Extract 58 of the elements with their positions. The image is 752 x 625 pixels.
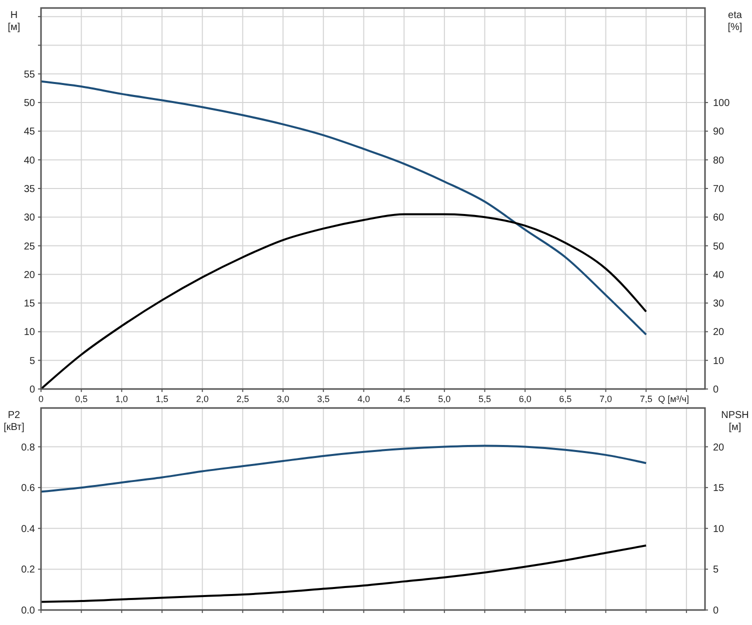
y2-tick-label: 100: [713, 98, 730, 110]
y-tick-label: 30: [24, 212, 36, 224]
x-tick-label: 7,5: [640, 394, 652, 404]
line-series: [40, 213, 648, 390]
x-tick-label: 6,0: [518, 394, 532, 404]
x-tick-label: 0,5: [75, 394, 88, 404]
y-tick-label: 25: [24, 241, 36, 252]
y-tick-label: 0.0: [21, 606, 36, 616]
x-tick-label: 3,0: [276, 394, 290, 404]
x-tick-label: 2,0: [196, 394, 209, 404]
y-axis-title: H [м]: [8, 10, 20, 33]
y-tick-label: 5: [29, 356, 36, 367]
line-series: [40, 444, 648, 493]
x-tick-label: 3,5: [317, 394, 330, 404]
y-tick-label: 0: [29, 384, 36, 396]
x-tick-label: 2,5: [236, 394, 249, 404]
y-tick-label: 55: [24, 69, 36, 80]
y-tick-label: 0.2: [21, 564, 36, 576]
x-tick-label: 6,5: [559, 394, 572, 404]
x-tick-label: 7,0: [600, 394, 612, 404]
y-tick-label: 15: [24, 298, 36, 310]
y2-tick-label: 0: [713, 606, 719, 616]
y2-tick-label: 80: [713, 155, 725, 166]
y2-tick-label: 20: [713, 442, 725, 454]
y2-tick-label: 30: [713, 298, 725, 310]
line-series: [40, 80, 648, 336]
x-tick-label: 0: [38, 394, 44, 404]
x-tick-label: 5,0: [438, 394, 451, 404]
y2-tick-label: 50: [713, 241, 725, 252]
y-tick-label: 50: [24, 98, 36, 110]
y2-tick-label: 90: [713, 126, 725, 138]
y-tick-label: 20: [24, 270, 36, 281]
x-tick-label: 1,0: [115, 394, 128, 404]
y2-tick-label: 70: [713, 184, 725, 195]
y2-tick-label: 20: [713, 327, 725, 338]
y-tick-label: 0.8: [21, 442, 36, 454]
x-tick-label: 4,5: [398, 394, 410, 404]
line-series: [40, 544, 648, 603]
y2-tick-label: 15: [713, 483, 725, 494]
y-tick-label: 35: [24, 184, 36, 195]
y-tick-label: 10: [24, 327, 36, 338]
y-tick-label: 0.6: [21, 483, 36, 494]
y2-tick-label: 5: [713, 564, 719, 576]
x-tick-label: 5,5: [478, 394, 491, 404]
x-axis-title: Q [м³/ч]: [658, 394, 689, 404]
y2-tick-label: 0: [713, 384, 719, 396]
y-tick-label: 0.4: [21, 524, 36, 535]
y-tick-label: 45: [24, 126, 36, 138]
y2-axis-title: eta [%]: [728, 10, 742, 33]
y2-tick-label: 10: [713, 356, 725, 367]
y2-tick-label: 60: [713, 212, 725, 224]
y-axis-title: P2 [кВт]: [4, 410, 25, 433]
y2-tick-label: 40: [713, 270, 725, 281]
x-tick-label: 4,0: [357, 394, 370, 404]
x-tick-label: 1,5: [156, 394, 168, 404]
y2-tick-label: 10: [713, 524, 725, 535]
y2-axis-title: NPSH [м]: [721, 410, 749, 433]
y-tick-label: 40: [24, 155, 36, 166]
